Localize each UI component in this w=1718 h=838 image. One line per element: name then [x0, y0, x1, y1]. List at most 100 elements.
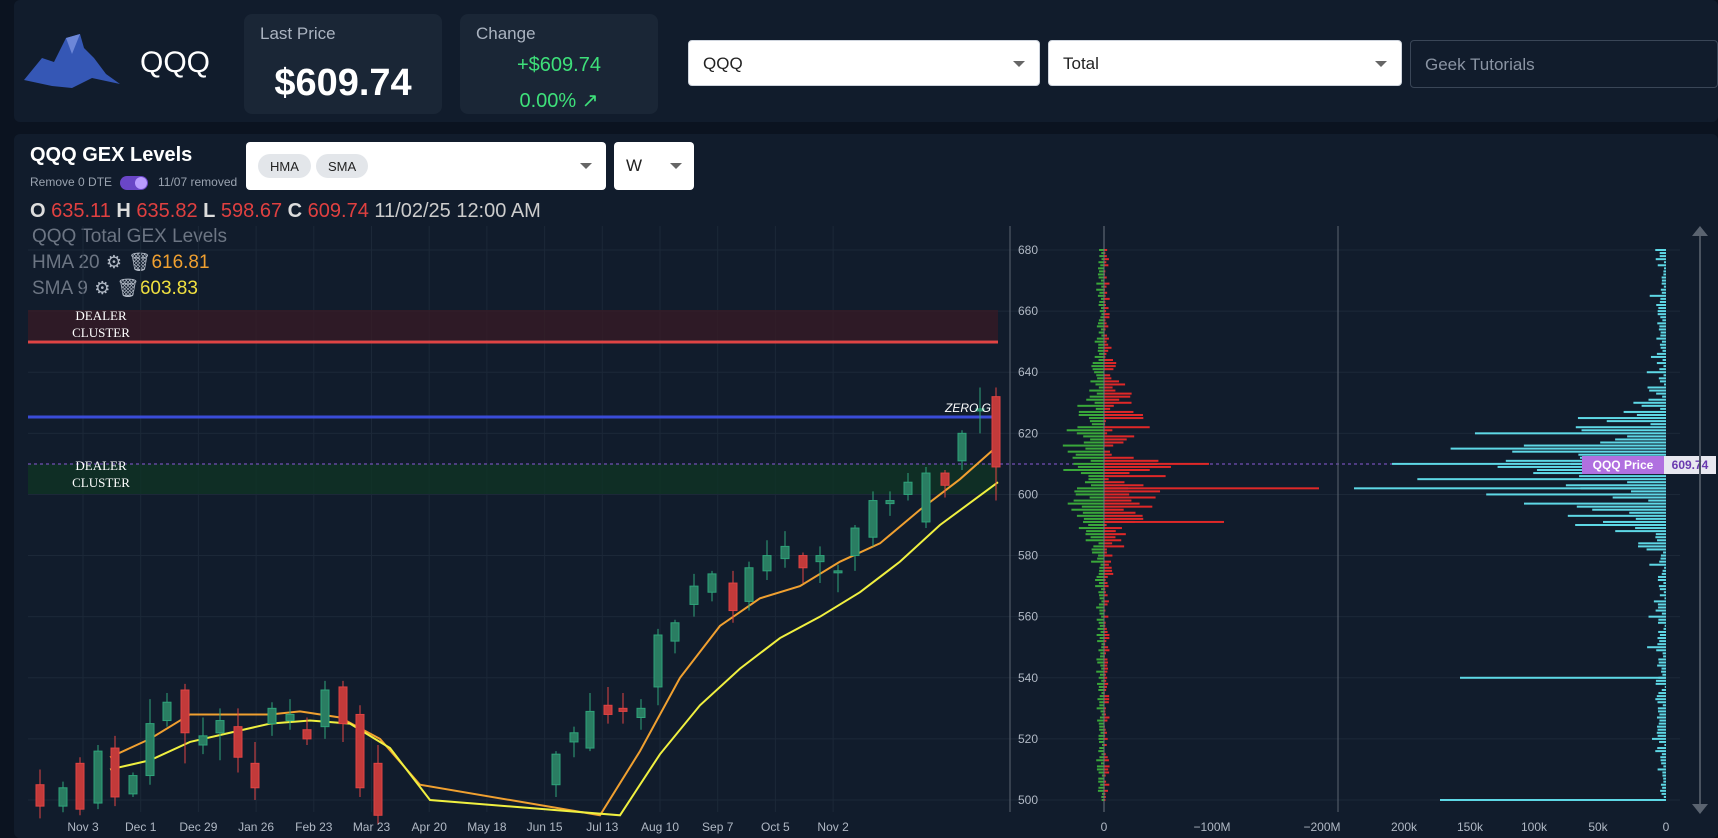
gear-icon[interactable]: ⚙: [94, 278, 111, 298]
oi-bar: [1630, 490, 1666, 493]
trash-icon[interactable]: 🗑: [128, 252, 152, 272]
gex-negative-bar: [1104, 300, 1106, 303]
low-value: 598.67: [220, 200, 283, 222]
gex-negative-bar: [1104, 368, 1114, 371]
oi-bar: [1612, 496, 1666, 499]
oi-bar: [1661, 340, 1666, 343]
gex-positive-bar: [1101, 588, 1104, 591]
candle-body: [338, 686, 348, 725]
oi-bar: [1565, 484, 1666, 487]
gex-negative-bar: [1104, 646, 1109, 649]
tutorials-select[interactable]: Geek Tutorials: [1410, 40, 1718, 88]
oi-bar: [1354, 487, 1666, 490]
gex-positive-bar: [1086, 530, 1104, 533]
ticker-symbol: QQQ: [140, 46, 211, 79]
gex-positive-bar: [1101, 615, 1104, 618]
hma-chip[interactable]: HMA: [258, 154, 311, 178]
gex-positive-bar: [1100, 297, 1104, 300]
gex-positive-bar: [1095, 585, 1104, 588]
oi-tick-label: 0: [1663, 820, 1670, 834]
gex-negative-bar: [1104, 530, 1116, 533]
gex-positive-bar: [1097, 640, 1104, 643]
gex-negative-bar: [1104, 490, 1161, 493]
timeframe-select[interactable]: W: [614, 142, 694, 190]
symbol-select[interactable]: QQQ: [688, 40, 1040, 86]
gex-positive-bar: [1091, 484, 1104, 487]
gex-positive-bar: [1100, 563, 1104, 566]
oi-bar: [1656, 695, 1666, 698]
oi-bar: [1658, 722, 1666, 725]
gex-positive-bar: [1080, 472, 1104, 475]
oi-bar: [1656, 304, 1666, 306]
gex-positive-bar: [1092, 551, 1104, 554]
gex-positive-bar: [1097, 273, 1104, 276]
gex-positive-bar: [1095, 407, 1104, 410]
gex-positive-bar: [1094, 355, 1104, 358]
oi-bar: [1615, 530, 1666, 533]
gex-positive-bar: [1094, 340, 1104, 343]
gex-negative-bar: [1104, 551, 1107, 554]
gex-negative-bar: [1104, 774, 1106, 777]
oi-bar: [1627, 481, 1666, 484]
gex-positive-bar: [1090, 459, 1104, 462]
oi-bar: [1664, 685, 1666, 688]
oi-bar: [1659, 740, 1666, 743]
gex-negative-bar: [1104, 414, 1143, 416]
indicator-select[interactable]: HMA SMA: [246, 142, 606, 190]
gex-negative-bar: [1104, 621, 1106, 624]
oi-bar: [1578, 453, 1666, 456]
gex-positive-bar: [1095, 579, 1104, 581]
gex-type-select[interactable]: Total: [1048, 40, 1402, 86]
oi-bar: [1655, 609, 1666, 612]
gex-negative-bar: [1104, 417, 1144, 420]
gex-negative-bar: [1104, 792, 1106, 795]
oi-bar: [1602, 520, 1666, 523]
price-tag-label: QQQ Price: [1593, 458, 1654, 472]
hma-legend-label: HMA: [32, 252, 74, 273]
gex-positive-bar: [1099, 701, 1104, 704]
gex-negative-bar: [1104, 407, 1111, 410]
gex-positive-bar: [1101, 285, 1104, 288]
trash-icon[interactable]: 🗑: [116, 278, 140, 298]
scroll-down-icon[interactable]: [1692, 804, 1708, 814]
gex-positive-bar: [1090, 380, 1104, 383]
gex-positive-bar: [1100, 783, 1104, 786]
scroll-arrows[interactable]: [1692, 226, 1708, 814]
oi-bar: [1600, 441, 1666, 444]
gex-positive-bar: [1090, 536, 1104, 539]
timeframe-value: W: [626, 156, 643, 175]
gex-positive-bar: [1097, 349, 1104, 352]
gear-icon[interactable]: ⚙: [105, 252, 122, 272]
price-tag-value-box: [1664, 456, 1716, 474]
gex-negative-bar: [1104, 310, 1107, 313]
gex-negative-bar: [1104, 689, 1107, 691]
sma-chip[interactable]: SMA: [316, 154, 369, 178]
oi-bar: [1655, 258, 1666, 261]
remove-0dte-toggle[interactable]: [120, 176, 148, 190]
candle-body: [162, 701, 172, 722]
gex-negative-bar: [1104, 334, 1108, 337]
scroll-up-icon[interactable]: [1692, 226, 1708, 236]
gex-negative-bar: [1104, 337, 1109, 340]
gex-positive-bar: [1099, 725, 1104, 728]
candle-body: [975, 408, 985, 412]
gex-positive-bar: [1101, 679, 1104, 682]
gex-positive-bar: [1099, 352, 1104, 355]
oi-bar: [1646, 548, 1666, 551]
oi-bar: [1663, 795, 1666, 798]
gex-negative-bar: [1104, 517, 1144, 520]
gex-positive-bar: [1066, 429, 1104, 432]
removed-date-label: 11/07 removed: [158, 175, 238, 189]
gex-positive-bar: [1100, 279, 1104, 282]
oi-bar: [1657, 637, 1666, 640]
oi-bar: [1659, 719, 1666, 722]
gex-negative-bar: [1104, 582, 1108, 585]
gex-negative-bar: [1104, 423, 1106, 426]
gex-negative-bar: [1104, 359, 1113, 361]
symbol-select-value: QQQ: [703, 54, 743, 73]
oi-bar: [1523, 444, 1666, 447]
oi-bar: [1661, 279, 1666, 282]
y-tick-label: 640: [1018, 365, 1038, 379]
y-tick-label: 540: [1018, 671, 1038, 685]
